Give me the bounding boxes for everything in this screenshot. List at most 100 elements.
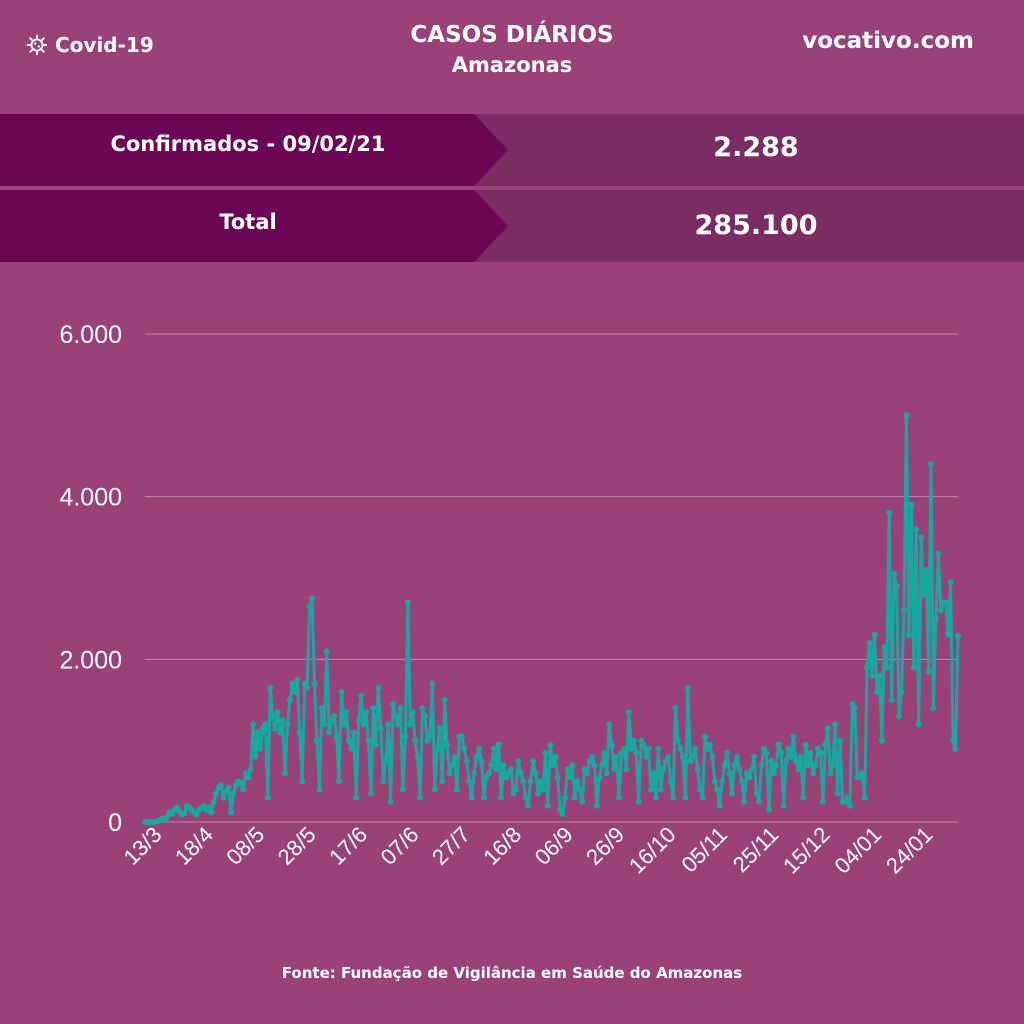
virus-icon (26, 34, 48, 56)
data-point (810, 770, 817, 777)
data-point (535, 790, 541, 797)
x-tick-label: 24/01 (881, 822, 938, 879)
data-point (571, 794, 578, 801)
data-point (891, 570, 898, 577)
data-point (321, 721, 328, 728)
data-point (679, 753, 686, 760)
data-point (675, 737, 681, 744)
data-point (431, 786, 438, 793)
data-point (390, 701, 397, 708)
data-point (805, 762, 812, 769)
data-point (399, 786, 406, 793)
data-point (775, 741, 782, 748)
data-point (765, 806, 772, 813)
data-point (955, 632, 961, 639)
data-point (350, 729, 357, 736)
data-point (795, 766, 802, 773)
data-point (702, 733, 708, 740)
data-point (778, 749, 785, 756)
data-point (861, 794, 868, 801)
data-point (402, 733, 409, 740)
data-point (554, 774, 561, 781)
data-point (392, 713, 399, 720)
data-point (923, 566, 930, 573)
data-point (569, 762, 576, 769)
data-point (625, 709, 632, 716)
data-point (920, 591, 927, 598)
data-point (606, 721, 613, 728)
data-point (286, 697, 293, 703)
data-point (665, 753, 672, 760)
x-tick-label: 05/11 (676, 822, 731, 877)
data-point (306, 603, 313, 610)
series-line (145, 413, 960, 824)
data-point (517, 770, 524, 777)
data-point (237, 780, 244, 786)
x-tick-label: 26/9 (581, 822, 629, 870)
data-point (881, 644, 888, 651)
data-point (468, 794, 475, 801)
data-point (417, 794, 424, 801)
data-point (488, 762, 495, 769)
data-point (387, 798, 394, 805)
data-point (829, 762, 836, 769)
data-point (436, 725, 443, 732)
data-point (228, 809, 234, 816)
data-point (289, 680, 296, 687)
confirmed-value-band (472, 114, 1024, 186)
y-tick-labels: 0 2.000 4.000 6.000 (59, 321, 122, 837)
data-point (363, 709, 370, 716)
data-point (950, 737, 957, 744)
data-point (655, 745, 662, 752)
data-point (596, 774, 603, 781)
data-point (751, 753, 758, 760)
data-point (873, 688, 880, 695)
data-point (451, 753, 458, 760)
data-point (748, 766, 755, 773)
data-point (682, 794, 689, 801)
data-point (611, 766, 618, 773)
data-point (493, 766, 500, 773)
data-point (893, 583, 900, 590)
data-point (832, 721, 839, 728)
data-point (650, 770, 657, 777)
data-point (724, 749, 731, 756)
data-point (530, 758, 537, 764)
data-point (395, 721, 401, 728)
data-point (709, 753, 716, 760)
data-point (628, 745, 635, 752)
data-point (753, 790, 760, 797)
data-point (439, 778, 446, 785)
data-point (576, 786, 583, 793)
data-point (711, 778, 718, 785)
data-point (643, 753, 650, 760)
data-point (512, 786, 519, 793)
data-point (404, 599, 411, 606)
data-point (947, 579, 954, 586)
data-point (245, 774, 252, 781)
x-tick-label: 17/6 (324, 822, 372, 870)
x-tick-label: 28/5 (273, 822, 321, 870)
data-point (878, 737, 885, 744)
data-point (645, 745, 652, 752)
data-point (414, 753, 421, 760)
data-point (218, 782, 225, 789)
data-point (589, 753, 595, 760)
data-point (635, 798, 642, 805)
data-point (338, 688, 345, 695)
data-point (851, 705, 858, 712)
data-point (446, 770, 453, 777)
data-point (360, 721, 367, 728)
data-point (746, 774, 753, 781)
data-point (699, 794, 706, 801)
data-point (473, 753, 480, 760)
data-point (716, 802, 723, 809)
data-point (559, 810, 566, 817)
data-point (613, 753, 620, 760)
data-point (652, 794, 659, 801)
data-point (240, 786, 247, 793)
data-point (574, 778, 581, 785)
data-point (915, 721, 922, 728)
data-point (593, 802, 600, 809)
data-point (382, 758, 389, 764)
